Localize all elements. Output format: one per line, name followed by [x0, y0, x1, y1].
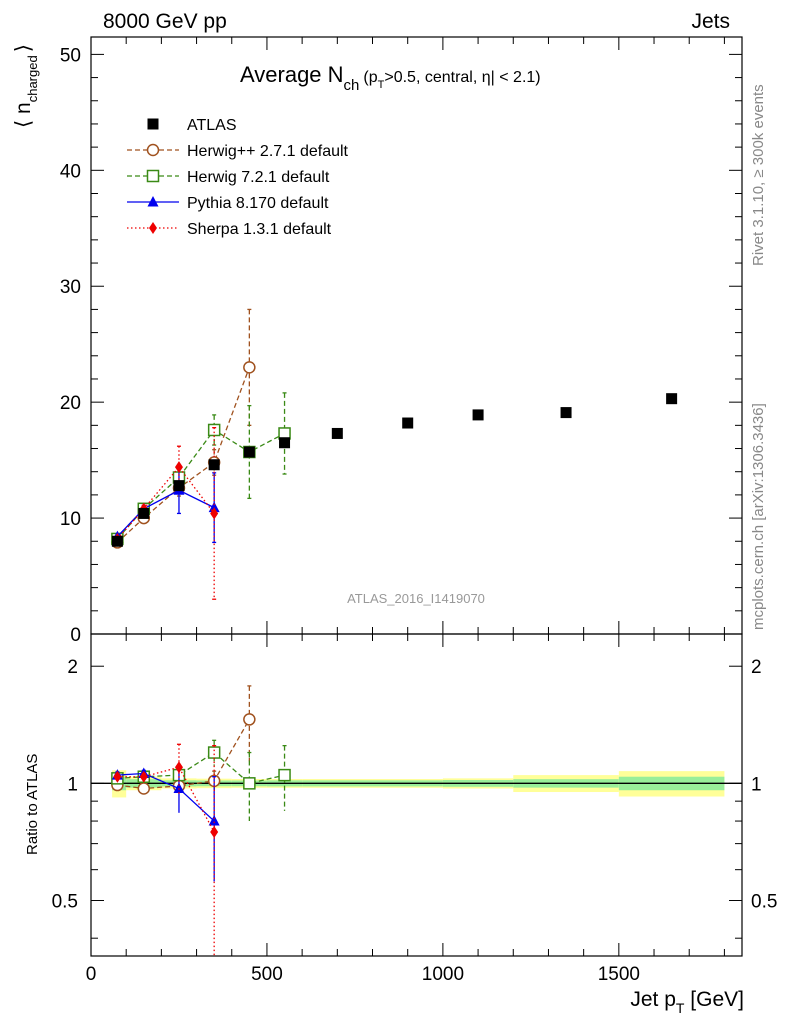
x-tick-label: 1500 [598, 964, 640, 985]
legend: ATLAS Herwig++ 2.7.1 default Herwig 7.2.1 … [127, 117, 349, 238]
ratio-tick-label: 1 [67, 774, 78, 795]
y-tick-label: 0 [70, 625, 81, 646]
legend-entry: Pythia 8.170 default [127, 195, 329, 212]
legend-label: Pythia 8.170 default [187, 195, 329, 212]
x-axis-ticks: 0 500 1000 1500 [86, 37, 725, 985]
ratio-point [137, 782, 151, 795]
ratio-point [208, 815, 220, 826]
ratio-point [278, 768, 291, 782]
legend-label: Herwig++ 2.7.1 default [187, 143, 349, 160]
y-axis-label: ⟨ ncharged⟩ [12, 44, 40, 128]
y-tick-label: 50 [60, 45, 81, 66]
analysis-watermark: ATLAS_2016_I1419070 [347, 591, 485, 606]
ratio-axis-label: Ratio to ATLAS [24, 754, 41, 855]
ratio-axis-ticks: 0.5 0.5 1 1 2 2 [52, 657, 777, 939]
legend-entry: Herwig 7.2.1 default [127, 169, 330, 186]
y-tick-label: 20 [60, 393, 81, 414]
legend-entry: Herwig++ 2.7.1 default [127, 143, 349, 160]
main-panel: 0 10 20 30 40 50 Average Nch (pT>0.5, central,… [12, 36, 743, 646]
ratio-point [207, 746, 221, 759]
series-line [116, 489, 215, 538]
ratio-tick-label: 0.5 [52, 891, 78, 912]
data-point [208, 459, 220, 471]
ratio-tick-label-right: 1 [751, 774, 762, 795]
rivet-version-label: Rivet 3.1.10, ≥ 300k events [750, 84, 767, 266]
legend-entry: ATLAS [147, 117, 237, 134]
data-point [472, 409, 484, 421]
legend-label: Herwig 7.2.1 default [187, 169, 330, 186]
legend-marker [147, 118, 159, 130]
ratio-point [173, 782, 185, 793]
legend-marker [149, 222, 157, 234]
series-sherpa-1-3-1-default [113, 427, 219, 600]
ratio-tick-label-right: 0.5 [751, 891, 777, 912]
ratio-point [210, 825, 219, 838]
data-point [402, 417, 414, 429]
legend-marker [147, 196, 159, 207]
ratio-series-sherpa-1-3-1-default [113, 743, 219, 956]
y-tick-label: 10 [60, 509, 81, 530]
data-point [174, 461, 183, 474]
data-point [243, 361, 256, 374]
series-herwig-7-2-1-default [111, 392, 291, 546]
data-point [111, 535, 123, 547]
series-herwig-2-7-1-default [111, 308, 256, 549]
legend-label: Sherpa 1.3.1 default [187, 221, 332, 238]
series-line [116, 466, 215, 540]
y-tick-label: 30 [60, 277, 81, 298]
ratio-point [139, 770, 148, 783]
ratio-series-layer [111, 685, 291, 956]
data-point [331, 427, 343, 439]
x-axis-label: Jet pT [GeV] [630, 988, 744, 1016]
x-tick-label: 500 [251, 964, 283, 985]
data-point [243, 446, 255, 458]
data-point [138, 507, 150, 519]
x-tick-label: 1000 [422, 964, 464, 985]
main-axis-ticks: 0 10 20 30 40 50 [60, 45, 742, 646]
legend-entry: Sherpa 1.3.1 default [127, 221, 332, 238]
data-point [666, 393, 678, 405]
ratio-tick-label-right: 2 [751, 657, 762, 678]
data-point [173, 480, 185, 492]
legend-marker [146, 169, 160, 183]
series-atlas [111, 393, 678, 547]
plot-title: Average Nch (pT>0.5, central, η| < 2.1) [240, 62, 541, 94]
legend-label: ATLAS [187, 117, 237, 134]
ratio-line [117, 772, 215, 822]
ratio-point [174, 761, 183, 774]
series-pythia-8-170-default [111, 466, 220, 544]
data-point [210, 507, 219, 520]
ratio-panel-frame [90, 633, 743, 957]
legend-marker [146, 143, 160, 157]
ratio-panel: 0.5 0.5 1 1 2 2 Ratio to ATLAS [24, 633, 777, 957]
mcplots-reference-label: mcplots.cern.ch [arXiv:1306.3436] [750, 403, 767, 630]
data-point [560, 407, 572, 419]
data-point [207, 423, 221, 437]
data-point [279, 437, 291, 449]
ratio-point [113, 770, 122, 783]
ratio-line [117, 766, 215, 833]
ratio-tick-label: 2 [67, 657, 78, 678]
header-observable: Jets [691, 10, 730, 33]
ratio-line [117, 719, 250, 790]
header-process: 8000 GeV pp [103, 10, 227, 33]
ratio-point [243, 777, 256, 790]
y-tick-label: 40 [60, 161, 81, 182]
ratio-point [243, 713, 256, 726]
main-series-layer [111, 308, 678, 600]
x-tick-label: 0 [86, 964, 97, 985]
